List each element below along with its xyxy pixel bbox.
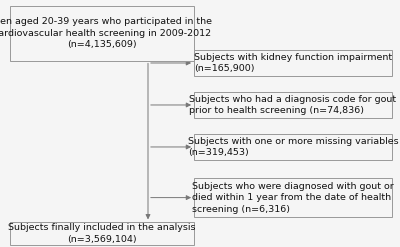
Text: Subjects finally included in the analysis
(n=3,569,104): Subjects finally included in the analysi… xyxy=(8,223,196,244)
FancyBboxPatch shape xyxy=(10,6,194,61)
FancyBboxPatch shape xyxy=(194,134,392,160)
Text: Subjects with one or more missing variables
(n=319,453): Subjects with one or more missing variab… xyxy=(188,137,398,157)
FancyBboxPatch shape xyxy=(194,50,392,76)
Text: Subjects who had a diagnosis code for gout
prior to health screening (n=74,836): Subjects who had a diagnosis code for go… xyxy=(190,95,396,115)
FancyBboxPatch shape xyxy=(194,178,392,217)
Text: Subjects who were diagnosed with gout or
died within 1 year from the date of hea: Subjects who were diagnosed with gout or… xyxy=(192,182,394,214)
Text: Subjects with kidney function impairment
(n=165,900): Subjects with kidney function impairment… xyxy=(194,53,392,73)
Text: Men aged 20-39 years who participated in the
cardiovascular health screening in : Men aged 20-39 years who participated in… xyxy=(0,17,212,49)
FancyBboxPatch shape xyxy=(10,222,194,245)
FancyBboxPatch shape xyxy=(194,92,392,118)
